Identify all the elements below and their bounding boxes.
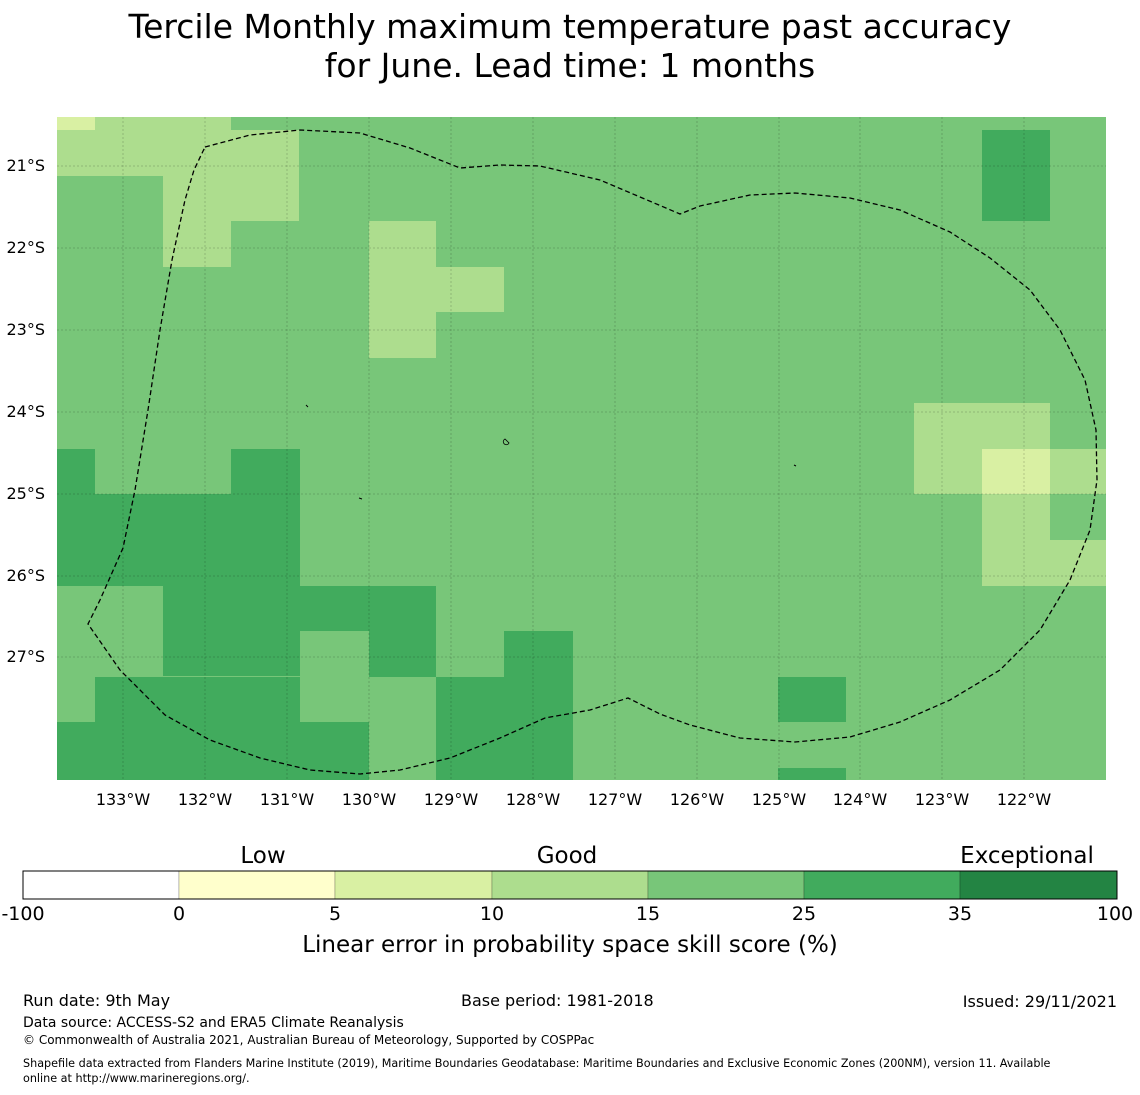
colorbar-tick: 0 [172,903,186,925]
islet-mark [793,464,797,467]
skill-cell [369,221,436,358]
colorbar-block [491,870,649,900]
islet-mark [358,497,363,500]
x-tick-label: 131°W [260,790,315,809]
colorbar-block [647,870,805,900]
colorbar-block [803,870,961,900]
x-tick-label: 123°W [915,790,970,809]
skill-cells [57,117,1106,780]
islet-mark [502,438,510,446]
skill-cell [982,540,1106,586]
colorbar-block [22,870,180,900]
y-tick-label: 23°S [6,320,45,339]
colorbar-blocks [22,870,1118,900]
skill-map: 133°W 132°W 131°W 130°W 129°W 128°W 127°… [6,117,1106,809]
map-title-line-2: for June. Lead time: 1 months [324,46,816,85]
y-tick-label: 25°S [6,484,45,503]
copyright: © Commonwealth of Australia 2021, Austra… [23,1033,595,1047]
skill-cell [369,631,436,677]
skill-cell [57,494,300,586]
skill-cell [163,586,436,631]
y-tick-label: 24°S [6,402,45,421]
skill-cell [982,130,1050,221]
y-tick-label: 27°S [6,647,45,666]
skill-cell [163,221,231,267]
skill-cell [57,130,163,176]
y-axis-ticks: 21°S 22°S 23°S 24°S 25°S 26°S 27°S [6,156,45,666]
colorbar-block [959,870,1118,900]
colorbar [22,870,1118,900]
skill-cell [95,677,163,722]
colorbar-category-low: Low [240,843,286,869]
colorbar-frame [22,870,1118,900]
y-tick-label: 26°S [6,566,45,585]
skill-cell [778,677,846,722]
colorbar-tick: 15 [635,903,661,925]
colorbar-tick: 10 [479,903,505,925]
x-tick-label: 126°W [670,790,725,809]
colorbar-block [334,870,493,900]
skill-cell [95,117,163,130]
skill-cell [163,677,300,722]
run-date: Run date: 9th May [23,991,171,1010]
colorbar-tick: -100 [1,903,45,925]
shapefile-credit-line-2: online at http://www.marineregions.org/. [23,1072,250,1085]
data-source: Data source: ACCESS-S2 and ERA5 Climate … [23,1015,404,1031]
x-tick-label: 132°W [178,790,233,809]
x-tick-label: 128°W [506,790,561,809]
x-axis-ticks: 133°W 132°W 131°W 130°W 129°W 128°W 127°… [96,790,1052,809]
skill-cell [163,117,231,130]
base-period: Base period: 1981-2018 [461,991,654,1010]
x-tick-label: 127°W [588,790,643,809]
x-tick-label: 122°W [997,790,1052,809]
colorbar-category-good: Good [536,843,598,869]
colorbar-category-exceptional: Exceptional [960,843,1094,869]
skill-cell [57,117,95,130]
colorbar-title: Linear error in probability space skill … [302,932,838,958]
map-title-line-1: Tercile Monthly maximum temperature past… [128,7,1012,46]
colorbar-tick: 35 [947,903,973,925]
y-tick-label: 22°S [6,238,45,257]
shapefile-credit-line-1: Shapefile data extracted from Flanders M… [23,1057,1051,1070]
gridlines [57,117,1106,780]
x-tick-label: 133°W [96,790,151,809]
skill-cell [57,449,95,494]
x-tick-label: 130°W [342,790,397,809]
colorbar-block [178,870,336,900]
skill-cell [57,722,369,780]
skill-cell [1050,449,1106,494]
skill-cell [778,768,846,780]
skill-cell [163,130,299,221]
skill-cell [504,631,573,677]
skill-cell [436,267,504,312]
skill-cell [163,631,300,676]
x-tick-label: 124°W [833,790,888,809]
skill-cell [57,586,163,677]
skill-cell [436,677,573,780]
skill-cell [982,449,1050,494]
colorbar-tick: 100 [1096,903,1134,925]
colorbar-tick: 5 [328,903,342,925]
skill-cell [982,494,1050,540]
x-tick-label: 129°W [424,790,479,809]
islet-mark [305,404,309,408]
skill-cell [231,449,300,494]
y-tick-label: 21°S [6,156,45,175]
x-tick-label: 125°W [752,790,807,809]
issued-date: Issued: 29/11/2021 [962,992,1117,1011]
colorbar-tick: 25 [791,903,817,925]
